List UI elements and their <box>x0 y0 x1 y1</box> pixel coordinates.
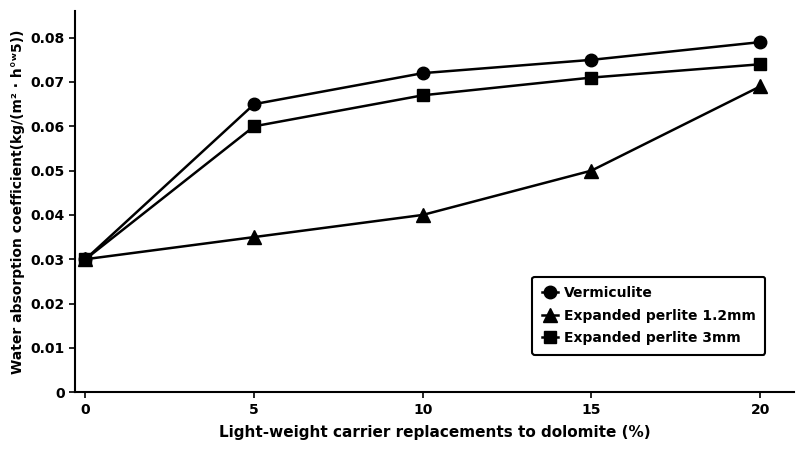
Expanded perlite 1.2mm <box>250 235 259 240</box>
Expanded perlite 3mm <box>755 62 765 67</box>
Line: Expanded perlite 1.2mm: Expanded perlite 1.2mm <box>79 79 767 266</box>
Legend: Vermiculite, Expanded perlite 1.2mm, Expanded perlite 3mm: Vermiculite, Expanded perlite 1.2mm, Exp… <box>532 276 766 355</box>
Expanded perlite 1.2mm <box>755 84 765 89</box>
Expanded perlite 3mm <box>80 257 90 262</box>
Expanded perlite 3mm <box>418 92 427 98</box>
Expanded perlite 1.2mm <box>418 212 427 218</box>
Line: Expanded perlite 3mm: Expanded perlite 3mm <box>79 58 766 266</box>
Expanded perlite 3mm <box>250 124 259 129</box>
X-axis label: Light-weight carrier replacements to dolomite (%): Light-weight carrier replacements to dol… <box>219 425 650 440</box>
Vermiculite <box>250 101 259 107</box>
Vermiculite <box>418 70 427 76</box>
Expanded perlite 1.2mm <box>80 257 90 262</box>
Expanded perlite 1.2mm <box>587 168 597 173</box>
Y-axis label: Water absorption coefficient(kg/(m² · h°ʷ5)): Water absorption coefficient(kg/(m² · h°… <box>11 29 25 374</box>
Line: Vermiculite: Vermiculite <box>79 36 766 266</box>
Vermiculite <box>587 57 597 63</box>
Expanded perlite 3mm <box>587 75 597 80</box>
Vermiculite <box>80 257 90 262</box>
Vermiculite <box>755 39 765 45</box>
